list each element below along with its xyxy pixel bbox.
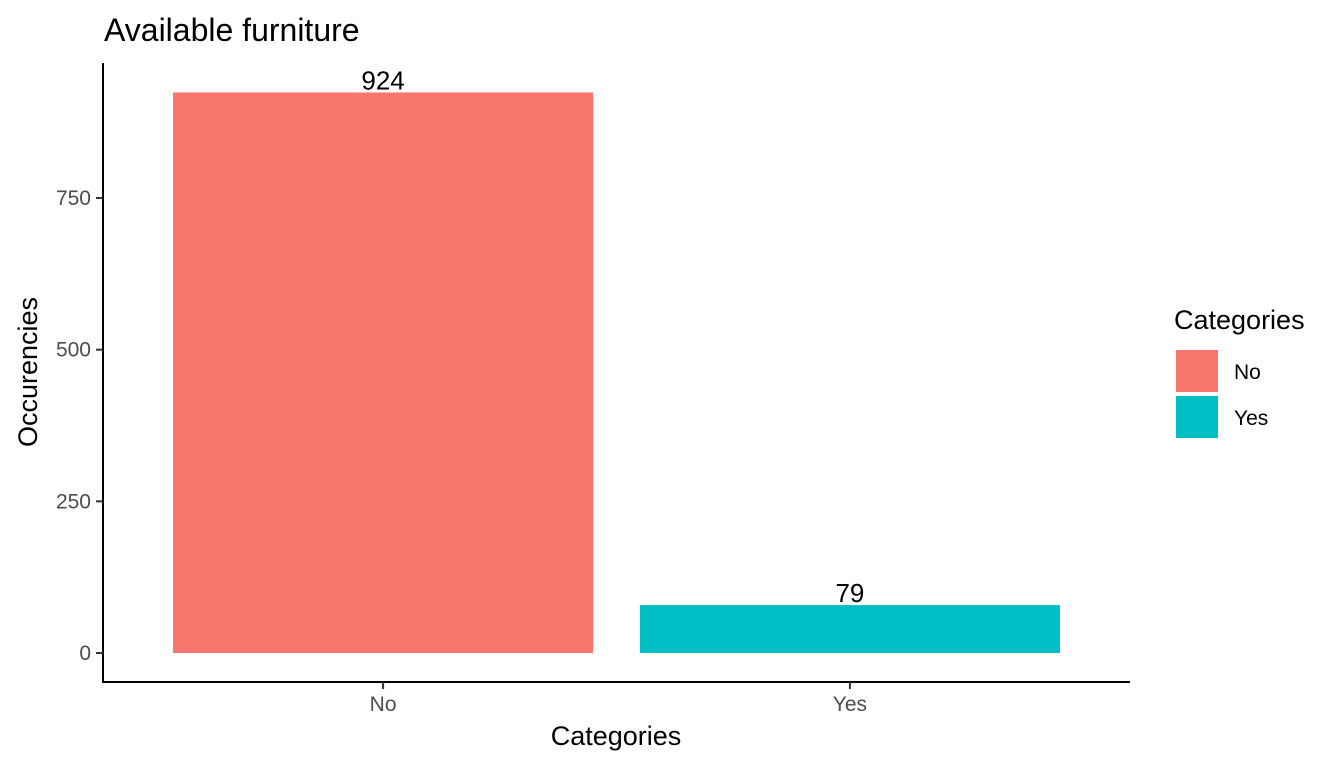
y-ticks-group: 0 250 500 750 (56, 187, 103, 665)
legend-label-yes: Yes (1234, 407, 1268, 430)
legend-label-no: No (1234, 361, 1261, 384)
y-tick-label-0: 0 (79, 642, 91, 665)
legend-title: Categories (1174, 305, 1305, 335)
x-axis-title: Categories (551, 721, 682, 751)
legend-key-yes (1176, 396, 1218, 438)
legend: Categories No Yes (1174, 305, 1305, 438)
x-ticks-group: No Yes (370, 682, 867, 716)
chart-title: Available furniture (104, 12, 360, 48)
x-tick-label-yes: Yes (833, 693, 867, 716)
y-tick-label-250: 250 (56, 490, 91, 513)
y-tick-label-750: 750 (56, 187, 91, 210)
data-label-yes: 79 (835, 578, 864, 608)
data-labels-group: 924 79 (361, 65, 864, 608)
x-tick-label-no: No (370, 693, 397, 716)
legend-key-no (1176, 350, 1218, 392)
bar-no (173, 92, 594, 653)
y-tick-label-500: 500 (56, 339, 91, 362)
bars-group (173, 92, 1060, 653)
bar-yes (639, 605, 1060, 653)
y-axis-title: Occurencies (13, 297, 43, 447)
data-label-no: 924 (361, 65, 404, 95)
